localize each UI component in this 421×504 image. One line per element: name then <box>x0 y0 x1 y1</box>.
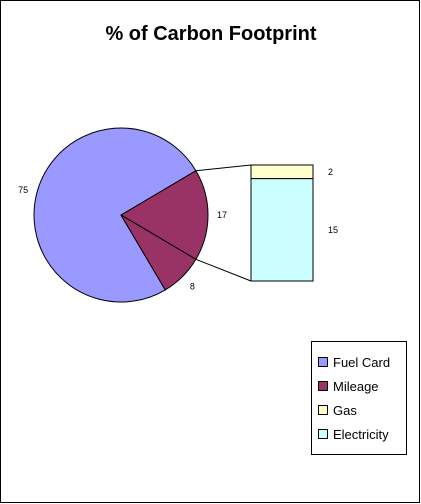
data-label-electricity: 15 <box>328 225 338 235</box>
legend-label-fuel-card: Fuel Card <box>333 354 391 370</box>
data-label-gas: 2 <box>328 167 333 177</box>
pie-slice-fuel-card <box>33 127 197 303</box>
pie-slice-mileage <box>120 214 197 291</box>
data-label-other: 17 <box>217 210 227 220</box>
legend-swatch-electricity <box>318 429 328 439</box>
connector-line-top <box>195 164 252 172</box>
legend-label-mileage: Mileage <box>333 378 379 394</box>
legend-label-electricity: Electricity <box>333 426 389 442</box>
legend-item-fuel-card: Fuel Card <box>318 350 406 374</box>
legend-item-gas: Gas <box>318 398 406 422</box>
bar-segment-electricity <box>250 178 314 282</box>
legend-swatch-gas <box>318 405 328 415</box>
legend-swatch-fuel-card <box>318 357 328 367</box>
chart-title: % of Carbon Footprint <box>105 23 317 45</box>
data-label-mileage: 8 <box>190 281 195 291</box>
pie-slice-other <box>120 170 209 260</box>
legend: Fuel Card Mileage Gas Electricity <box>311 341 407 455</box>
legend-label-gas: Gas <box>333 402 357 418</box>
bar-segment-gas <box>250 164 314 180</box>
data-label-fuel-card: 75 <box>18 185 28 195</box>
legend-item-electricity: Electricity <box>318 422 406 446</box>
legend-item-mileage: Mileage <box>318 374 406 398</box>
connector-line-bottom <box>195 258 252 282</box>
legend-swatch-mileage <box>318 381 328 391</box>
